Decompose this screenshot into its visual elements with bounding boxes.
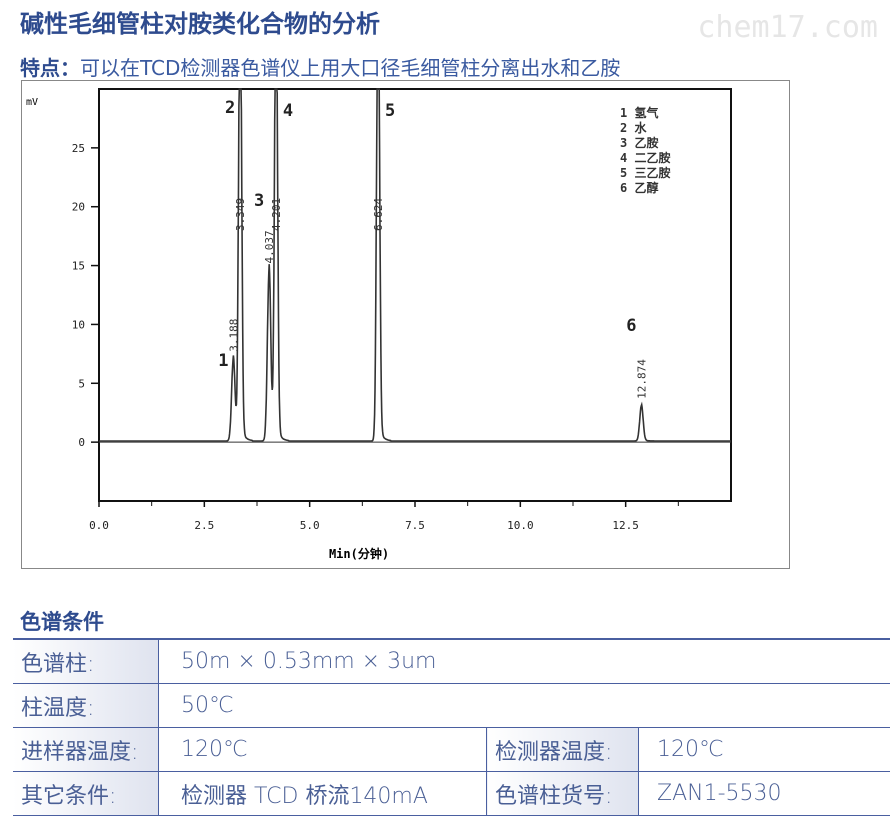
- peak-number-label: 6: [626, 316, 636, 336]
- peak-retention-time-label: 3.349: [234, 198, 247, 231]
- y-tick-label: 20: [72, 201, 85, 214]
- peak-retention-time-label: 12.874: [635, 359, 648, 399]
- cell-label: 色谱柱货号:: [486, 771, 639, 816]
- cell-value: 检测器 TCD 桥流140mA: [158, 771, 487, 816]
- watermark: chem17.com: [697, 10, 878, 45]
- legend-entry: 4 二乙胺: [620, 150, 670, 165]
- chromatogram: mV Min(分钟) 0 5 10 15 20 25 0.0 2.5 5.0 7.5 10.0 12.…: [21, 80, 790, 569]
- legend-entry: 6 乙醇: [620, 180, 658, 195]
- conditions-heading: 色谱条件: [20, 610, 104, 634]
- x-tick-label: 10.0: [507, 519, 534, 532]
- cell-label: 其它条件:: [13, 771, 159, 816]
- peak-retention-time-label: 4.201: [270, 198, 283, 231]
- cell-value: 120℃: [638, 727, 890, 772]
- peak-number-label: 2: [225, 98, 235, 118]
- peak-retention-time-label: 6.624: [372, 198, 385, 231]
- cell-value: 120℃: [158, 727, 487, 772]
- y-tick-label: 0: [78, 436, 85, 449]
- page-title: 碱性毛细管柱对胺类化合物的分析: [20, 10, 380, 38]
- x-tick-label: 12.5: [612, 519, 639, 532]
- peak-number-label: 5: [385, 101, 395, 121]
- x-tick-label: 0.0: [89, 519, 109, 532]
- cell-label: 色谱柱:: [13, 638, 159, 684]
- peak-number-label: 1: [218, 351, 228, 371]
- feature-text: 可以在TCD检测器色谱仪上用大口径毛细管柱分离出水和乙胺: [80, 56, 621, 80]
- conditions-table: 色谱柱: 50m × 0.53mm × 3um 柱温度: 50℃ 进样器温度: 120…: [13, 638, 890, 816]
- peak-retention-time-label: 4.037: [263, 230, 276, 263]
- y-tick-label: 10: [72, 318, 85, 331]
- legend-entry: 3 乙胺: [620, 135, 658, 150]
- x-tick-label: 2.5: [194, 519, 214, 532]
- y-axis-label: mV: [26, 97, 38, 108]
- peak-retention-time-label: 3.188: [227, 319, 240, 352]
- y-tick-label: 25: [72, 142, 85, 155]
- feature-label: 特点：: [20, 56, 80, 80]
- x-tick-label: 5.0: [300, 519, 320, 532]
- cell-label: 检测器温度:: [486, 727, 639, 772]
- cell-value: 50℃: [158, 683, 890, 728]
- chromatogram-trace: [99, 88, 731, 442]
- table-row: 色谱柱: 50m × 0.53mm × 3um: [13, 638, 890, 684]
- peak-number-label: 3: [254, 191, 264, 211]
- cell-value: 50m × 0.53mm × 3um: [158, 638, 890, 684]
- table-row: 进样器温度: 120℃ 检测器温度: 120℃: [13, 727, 890, 772]
- feature-line: 特点：可以在TCD检测器色谱仪上用大口径毛细管柱分离出水和乙胺: [20, 52, 620, 81]
- y-tick-label: 15: [72, 260, 85, 273]
- table-row: 柱温度: 50℃: [13, 683, 890, 728]
- peak-number-label: 4: [283, 101, 293, 121]
- legend-entry: 1 氢气: [620, 105, 658, 120]
- cell-label: 柱温度:: [13, 683, 159, 728]
- legend-entry: 2 水: [620, 120, 647, 135]
- cell-label: 进样器温度:: [13, 727, 159, 772]
- legend-entry: 5 三乙胺: [620, 165, 670, 180]
- x-tick-label: 7.5: [405, 519, 425, 532]
- table-row: 其它条件: 检测器 TCD 桥流140mA 色谱柱货号: ZAN1-5530: [13, 771, 890, 816]
- x-axis-label: Min(分钟): [329, 546, 389, 561]
- cell-value: ZAN1-5530: [638, 771, 890, 816]
- y-tick-label: 5: [78, 377, 85, 390]
